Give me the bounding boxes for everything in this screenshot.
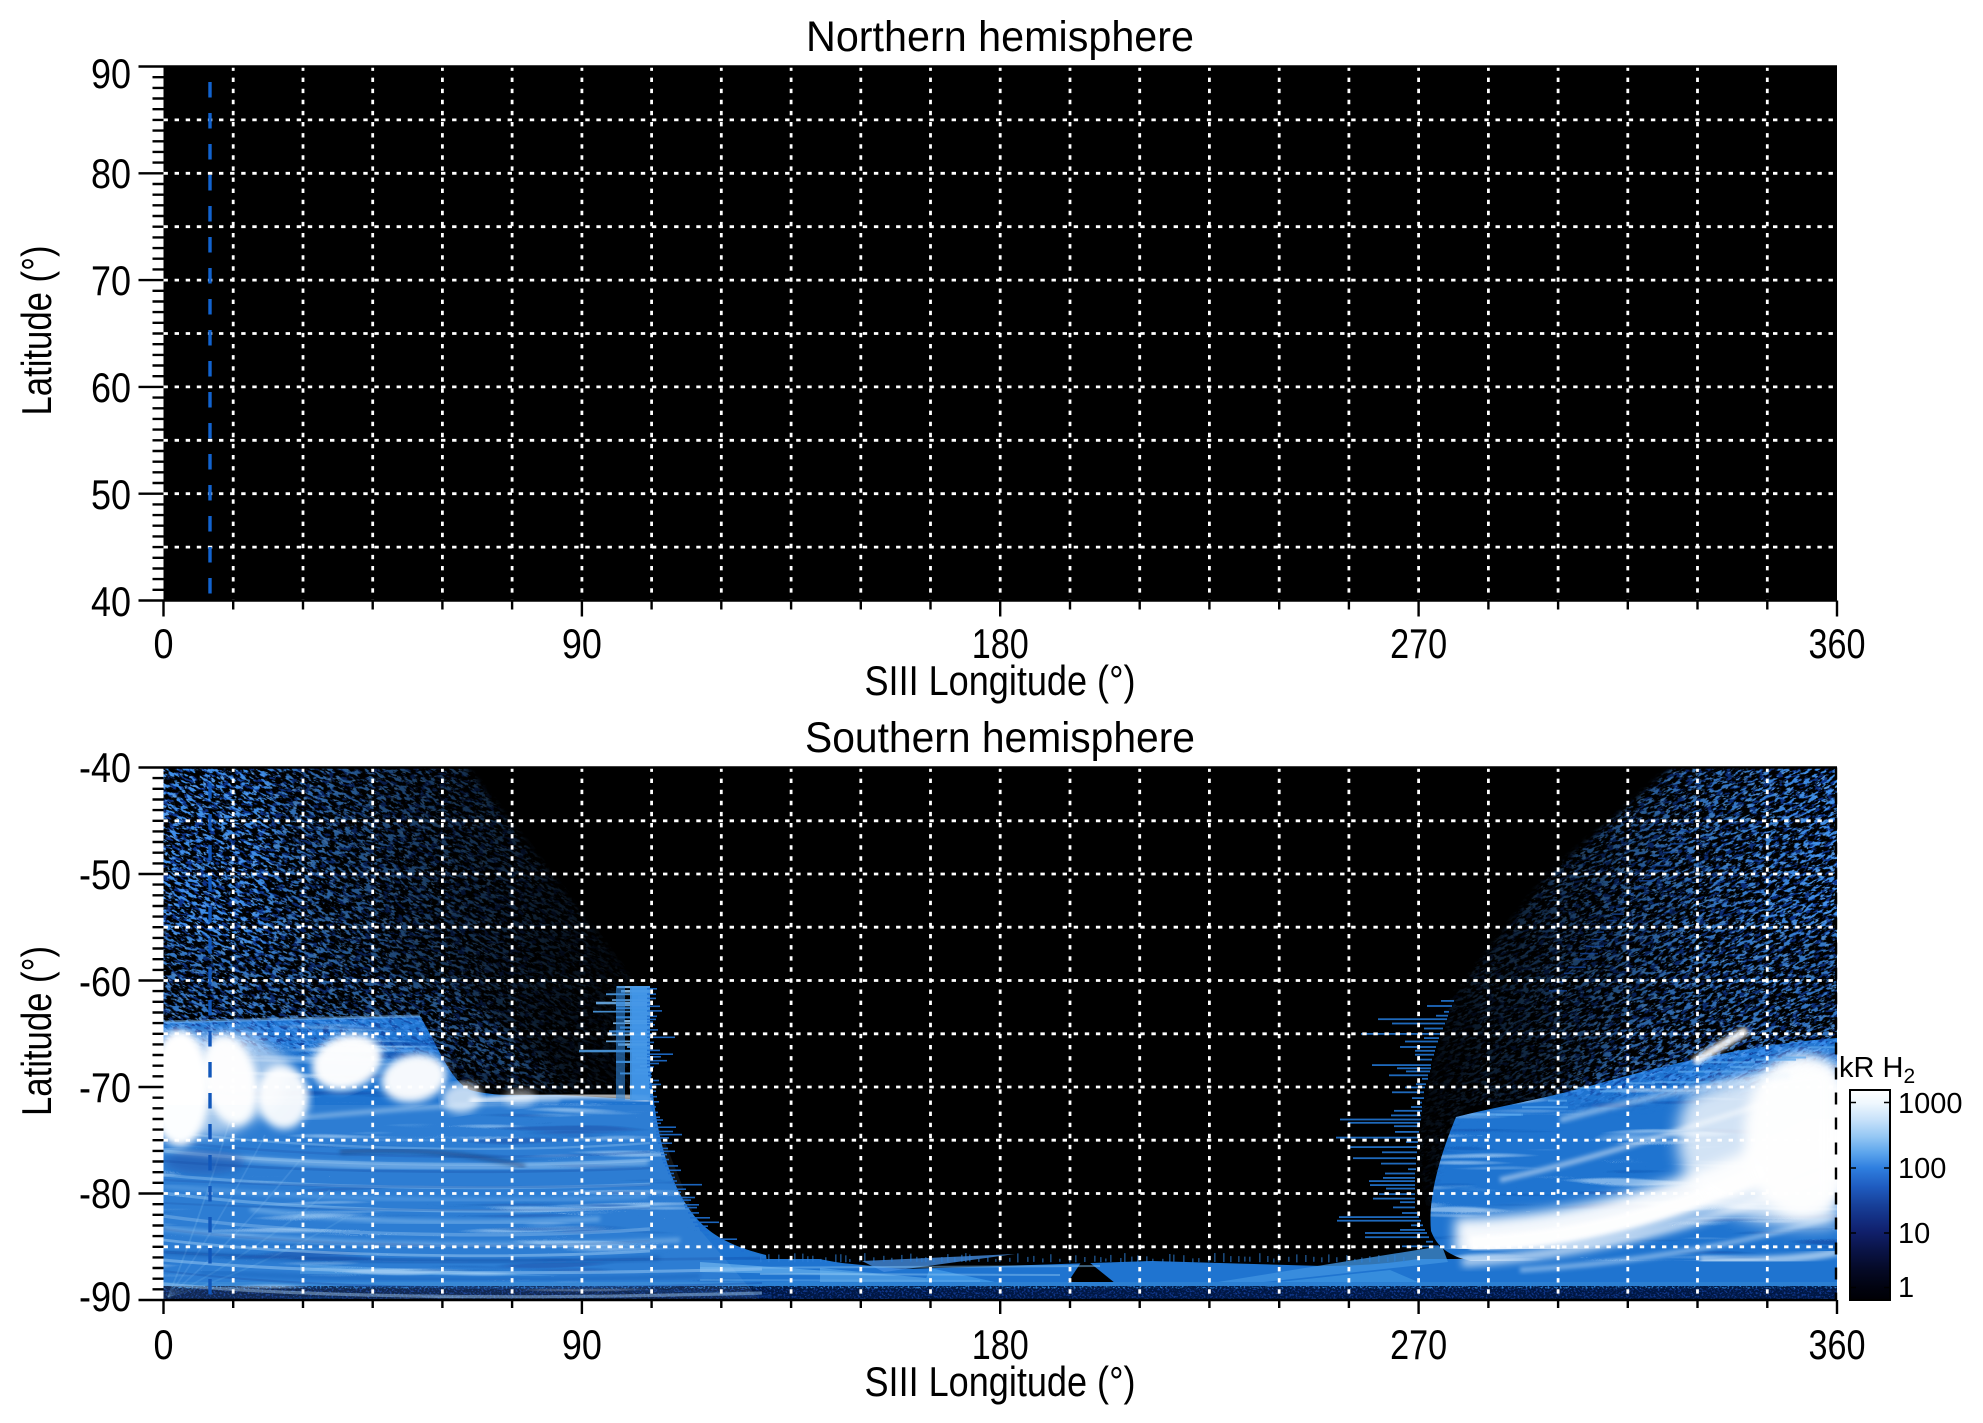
svg-text:360: 360 bbox=[1809, 620, 1866, 667]
svg-text:SIII Longitude (°): SIII Longitude (°) bbox=[865, 657, 1136, 704]
svg-text:180: 180 bbox=[972, 1321, 1029, 1368]
svg-text:1000: 1000 bbox=[1898, 1088, 1963, 1120]
svg-text:270: 270 bbox=[1390, 620, 1447, 667]
svg-text:Southern hemisphere: Southern hemisphere bbox=[805, 714, 1195, 762]
svg-text:Northern hemisphere: Northern hemisphere bbox=[806, 13, 1194, 61]
svg-text:90: 90 bbox=[91, 50, 131, 97]
svg-text:10: 10 bbox=[1898, 1218, 1930, 1250]
svg-text:-40: -40 bbox=[79, 744, 131, 791]
svg-text:90: 90 bbox=[562, 620, 602, 667]
svg-text:Latitude (°): Latitude (°) bbox=[13, 946, 60, 1116]
svg-text:180: 180 bbox=[972, 620, 1029, 667]
svg-text:-70: -70 bbox=[79, 1064, 131, 1111]
svg-text:1: 1 bbox=[1898, 1272, 1914, 1304]
svg-text:60: 60 bbox=[91, 364, 131, 411]
svg-text:kR H2: kR H2 bbox=[1839, 1052, 1915, 1088]
svg-text:50: 50 bbox=[91, 471, 131, 518]
svg-text:-90: -90 bbox=[79, 1273, 131, 1320]
svg-text:70: 70 bbox=[91, 257, 131, 304]
svg-text:80: 80 bbox=[91, 150, 131, 197]
svg-text:40: 40 bbox=[91, 578, 131, 625]
svg-text:Latitude (°): Latitude (°) bbox=[13, 246, 60, 416]
svg-text:90: 90 bbox=[562, 1321, 602, 1368]
svg-text:0: 0 bbox=[154, 1321, 174, 1368]
svg-text:SIII Longitude (°): SIII Longitude (°) bbox=[865, 1358, 1136, 1405]
svg-text:-80: -80 bbox=[79, 1170, 131, 1217]
svg-text:-50: -50 bbox=[79, 851, 131, 898]
svg-text:270: 270 bbox=[1390, 1321, 1447, 1368]
svg-text:0: 0 bbox=[154, 620, 174, 667]
svg-text:360: 360 bbox=[1809, 1321, 1866, 1368]
svg-text:100: 100 bbox=[1898, 1153, 1946, 1185]
svg-text:-60: -60 bbox=[79, 958, 131, 1005]
